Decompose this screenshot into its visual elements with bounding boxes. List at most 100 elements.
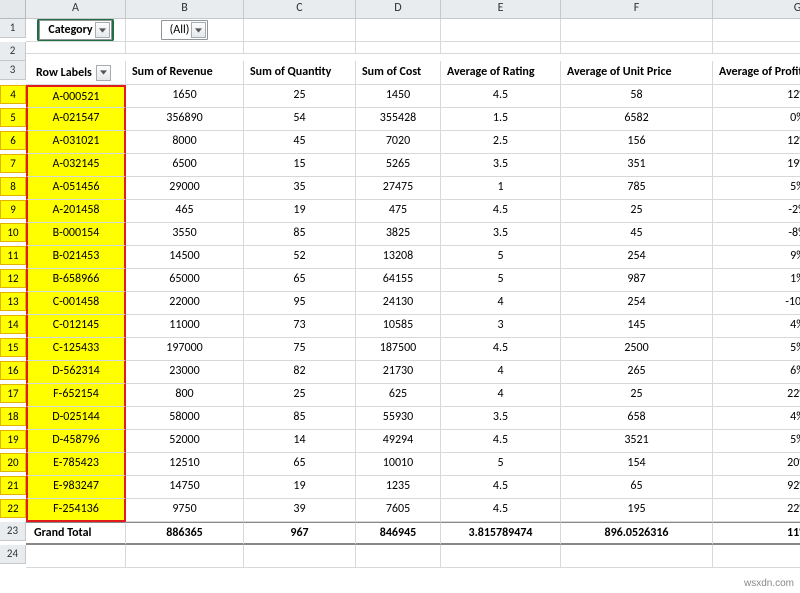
pivot-value-cell[interactable]: 10010 [356,453,441,476]
pivot-value-cell[interactable]: 25 [244,384,356,407]
pivot-value-cell[interactable]: 4.5 [441,85,561,108]
pivot-value-cell[interactable]: 1450 [356,85,441,108]
empty-cell[interactable] [356,545,441,568]
pivot-row-label[interactable]: A-051456 [26,177,126,200]
pivot-value-cell[interactable]: 55930 [356,407,441,430]
pivot-col-header[interactable]: Sum of Quantity [244,61,356,85]
empty-cell[interactable] [713,545,800,568]
pivot-value-cell[interactable]: 4.5 [441,476,561,499]
pivot-col-header[interactable]: Average of Unit Price [561,61,713,85]
pivot-value-cell[interactable]: 5 [441,453,561,476]
row-header-12[interactable]: 12 [0,269,26,288]
pivot-value-cell[interactable]: 85 [244,223,356,246]
empty-cell[interactable] [561,545,713,568]
pivot-value-cell[interactable]: 19% [713,154,800,177]
pivot-value-cell[interactable]: 65000 [126,269,244,292]
pivot-row-label[interactable]: A-000521 [26,85,126,108]
pivot-value-cell[interactable]: 14750 [126,476,244,499]
grand-total-label[interactable]: Grand Total [26,522,126,545]
col-header-B[interactable]: B [126,0,244,19]
pivot-value-cell[interactable]: 27475 [356,177,441,200]
col-header-E[interactable]: E [441,0,561,19]
pivot-value-cell[interactable]: 4.5 [441,338,561,361]
pivot-row-label[interactable]: D-562314 [26,361,126,384]
pivot-value-cell[interactable]: 0% [713,108,800,131]
pivot-col-header[interactable]: Average of Profit Margin [713,61,800,85]
pivot-row-label[interactable]: A-032145 [26,154,126,177]
pivot-value-cell[interactable]: 58000 [126,407,244,430]
grand-total-value[interactable]: 3.815789474 [441,522,561,545]
pivot-row-label[interactable]: F-652154 [26,384,126,407]
pivot-value-cell[interactable]: 4.5 [441,200,561,223]
pivot-value-cell[interactable]: 254 [561,246,713,269]
pivot-value-cell[interactable]: 3.5 [441,407,561,430]
pivot-value-cell[interactable]: -10% [713,292,800,315]
pivot-value-cell[interactable]: 4.5 [441,499,561,522]
col-header-D[interactable]: D [356,0,441,19]
pivot-value-cell[interactable]: 10585 [356,315,441,338]
row-header-2[interactable]: 2 [0,42,26,61]
pivot-row-label[interactable]: B-000154 [26,223,126,246]
pivot-value-cell[interactable]: 14 [244,430,356,453]
empty-cell[interactable] [561,19,713,42]
pivot-value-cell[interactable]: 5 [441,246,561,269]
pivot-value-cell[interactable]: 145 [561,315,713,338]
row-header-11[interactable]: 11 [0,246,26,265]
empty-cell[interactable] [244,19,356,42]
pivot-value-cell[interactable]: 14500 [126,246,244,269]
pivot-value-cell[interactable]: 22% [713,499,800,522]
empty-cell[interactable] [244,545,356,568]
row-header-8[interactable]: 8 [0,177,26,196]
grand-total-value[interactable]: 11% [713,522,800,545]
empty-cell[interactable] [244,42,356,54]
pivot-value-cell[interactable]: 785 [561,177,713,200]
pivot-value-cell[interactable]: 82 [244,361,356,384]
pivot-value-cell[interactable]: 5% [713,430,800,453]
pivot-value-cell[interactable]: 54 [244,108,356,131]
row-header-16[interactable]: 16 [0,361,26,380]
pivot-value-cell[interactable]: 3521 [561,430,713,453]
pivot-value-cell[interactable]: 11000 [126,315,244,338]
pivot-value-cell[interactable]: 92% [713,476,800,499]
pivot-row-label[interactable]: A-021547 [26,108,126,131]
pivot-value-cell[interactable]: 12% [713,85,800,108]
pivot-value-cell[interactable]: 75 [244,338,356,361]
pivot-value-cell[interactable]: 351 [561,154,713,177]
pivot-value-cell[interactable]: 1650 [126,85,244,108]
pivot-value-cell[interactable]: 64155 [356,269,441,292]
pivot-value-cell[interactable]: 65 [561,476,713,499]
pivot-row-label[interactable]: E-983247 [26,476,126,499]
pivot-value-cell[interactable]: 3825 [356,223,441,246]
pivot-value-cell[interactable]: 195 [561,499,713,522]
pivot-value-cell[interactable]: 6582 [561,108,713,131]
row-header-7[interactable]: 7 [0,154,26,173]
pivot-value-cell[interactable]: 65 [244,453,356,476]
row-header-24[interactable]: 24 [0,545,26,564]
filter-value-dropdown[interactable] [191,22,206,38]
pivot-value-cell[interactable]: 58 [561,85,713,108]
pivot-row-label[interactable]: D-458796 [26,430,126,453]
row-header-22[interactable]: 22 [0,499,26,518]
pivot-value-cell[interactable]: 987 [561,269,713,292]
pivot-value-cell[interactable]: 4% [713,407,800,430]
pivot-value-cell[interactable]: 29000 [126,177,244,200]
pivot-value-cell[interactable]: 23000 [126,361,244,384]
pivot-row-label[interactable]: B-658966 [26,269,126,292]
pivot-value-cell[interactable]: 9750 [126,499,244,522]
pivot-value-cell[interactable]: 5% [713,177,800,200]
grand-total-value[interactable]: 896.0526316 [561,522,713,545]
pivot-value-cell[interactable]: 6500 [126,154,244,177]
pivot-value-cell[interactable]: 2500 [561,338,713,361]
row-header-9[interactable]: 9 [0,200,26,219]
pivot-row-label[interactable]: D-025144 [26,407,126,430]
pivot-value-cell[interactable]: 1.5 [441,108,561,131]
pivot-value-cell[interactable]: 7605 [356,499,441,522]
pivot-value-cell[interactable]: 9% [713,246,800,269]
row-header-4[interactable]: 4 [0,85,26,104]
pivot-value-cell[interactable]: 19 [244,200,356,223]
row-header-20[interactable]: 20 [0,453,26,472]
pivot-value-cell[interactable]: 465 [126,200,244,223]
grand-total-value[interactable]: 967 [244,522,356,545]
pivot-row-label[interactable]: F-254136 [26,499,126,522]
pivot-value-cell[interactable]: 5% [713,338,800,361]
